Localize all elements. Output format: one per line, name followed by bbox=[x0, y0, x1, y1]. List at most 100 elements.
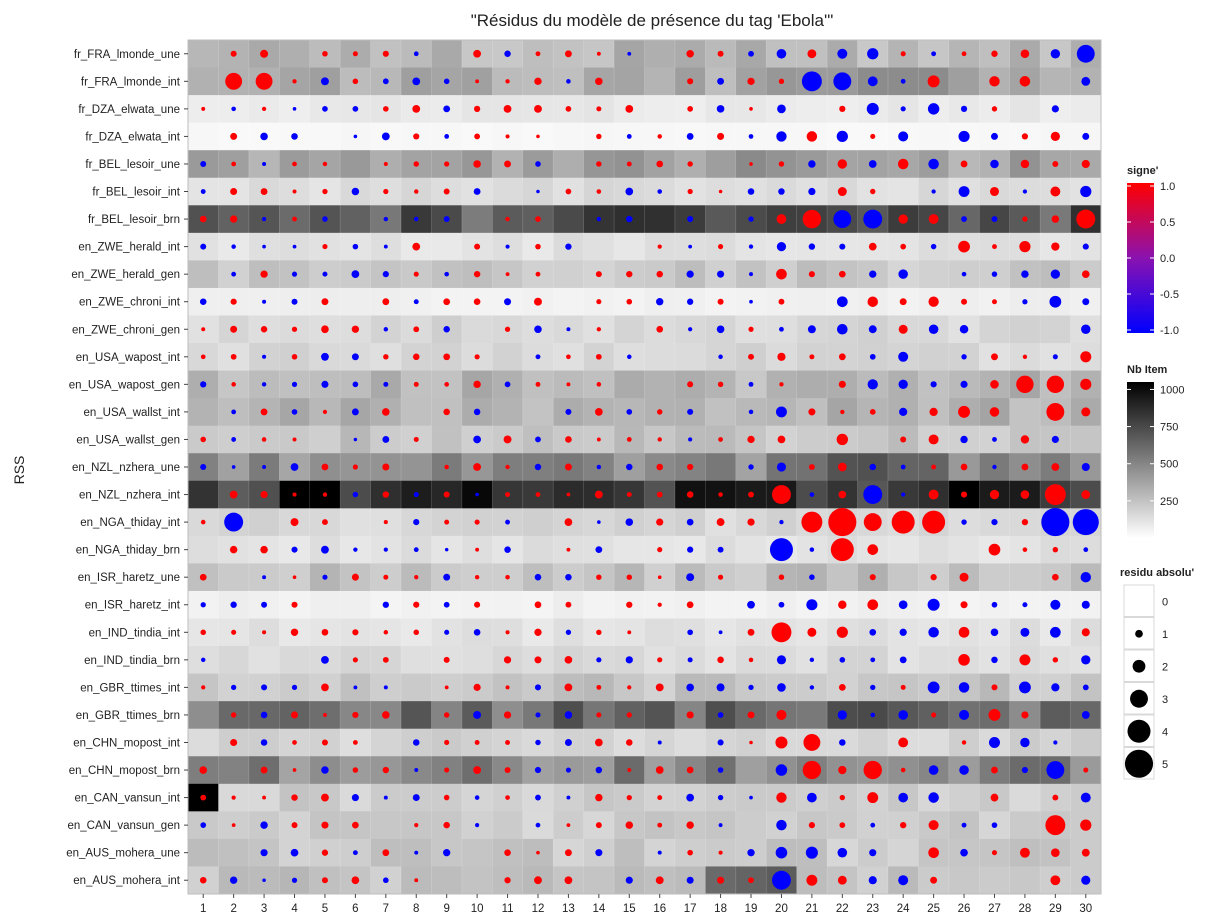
heatmap-cell bbox=[401, 398, 432, 427]
residual-point bbox=[231, 271, 237, 277]
residual-point bbox=[959, 709, 970, 720]
residual-point bbox=[991, 50, 998, 57]
residual-point bbox=[255, 72, 273, 90]
x-tick-label: 13 bbox=[562, 903, 575, 915]
residual-point bbox=[292, 740, 297, 745]
residual-point bbox=[777, 352, 786, 361]
residual-point bbox=[657, 575, 662, 580]
residual-point bbox=[687, 161, 693, 167]
residual-point bbox=[626, 215, 633, 223]
residual-point bbox=[475, 547, 480, 552]
residual-point bbox=[413, 492, 419, 498]
residual-point bbox=[443, 573, 451, 581]
residual-point bbox=[718, 823, 723, 828]
residual-point bbox=[322, 712, 327, 717]
residual-point bbox=[412, 794, 420, 802]
residual-point bbox=[657, 740, 662, 745]
heatmap-cell bbox=[918, 343, 950, 371]
residual-point bbox=[1019, 241, 1031, 253]
x-tick-label: 10 bbox=[471, 903, 484, 915]
y-tick-label: fr_DZA_elwata_une bbox=[78, 104, 180, 116]
heatmap-cell bbox=[401, 646, 432, 675]
residual-point bbox=[564, 656, 573, 664]
residual-point bbox=[261, 216, 267, 222]
residual-point bbox=[717, 574, 724, 580]
residual-point bbox=[444, 685, 449, 690]
x-tick-label: 1 bbox=[200, 903, 206, 915]
residual-point bbox=[383, 327, 389, 332]
residual-point bbox=[837, 323, 848, 335]
residual-point bbox=[776, 462, 787, 472]
residual-point bbox=[473, 270, 481, 278]
residual-point bbox=[960, 463, 968, 471]
residual-point bbox=[991, 822, 998, 828]
y-axis-title: RSS bbox=[11, 456, 27, 485]
residual-point bbox=[749, 795, 753, 800]
heatmap-cell bbox=[979, 563, 1011, 592]
residual-point bbox=[1080, 571, 1091, 583]
residual-point bbox=[505, 272, 510, 277]
residual-point bbox=[748, 216, 754, 222]
residual-point bbox=[1081, 76, 1091, 86]
residual-point bbox=[200, 354, 206, 360]
residual-point bbox=[413, 271, 419, 277]
heatmap-cell bbox=[887, 838, 919, 867]
residual-point bbox=[535, 381, 541, 387]
residual-point bbox=[322, 519, 328, 526]
residual-point bbox=[747, 711, 755, 719]
residual-point bbox=[686, 766, 694, 774]
residual-point bbox=[352, 491, 359, 498]
residual-point bbox=[536, 850, 540, 855]
residual-point bbox=[960, 491, 968, 498]
residual-point bbox=[413, 326, 420, 333]
x-tick-label: 26 bbox=[958, 903, 971, 915]
residual-point bbox=[868, 325, 877, 334]
residual-point bbox=[958, 405, 971, 418]
residual-point bbox=[990, 380, 999, 389]
residual-point bbox=[473, 408, 481, 416]
residual-point bbox=[535, 436, 541, 443]
residual-point bbox=[717, 876, 725, 884]
residual-point bbox=[413, 216, 419, 222]
residual-point bbox=[900, 436, 907, 443]
residual-point bbox=[200, 602, 206, 608]
residual-point bbox=[930, 243, 937, 250]
y-tick-label: en_GBR_ttimes_brn bbox=[76, 710, 180, 722]
residual-point bbox=[1050, 875, 1061, 886]
heatmap-cell bbox=[735, 535, 767, 564]
legend-nb-item: Nb Item 1000 750 500 250 bbox=[1127, 364, 1184, 538]
residual-point bbox=[1020, 435, 1030, 444]
residual-point bbox=[262, 630, 267, 635]
residual-point bbox=[961, 519, 967, 525]
residual-point bbox=[687, 849, 693, 856]
residual-point bbox=[901, 492, 906, 497]
residual-point bbox=[444, 134, 450, 139]
residual-point bbox=[686, 270, 694, 278]
residual-point bbox=[687, 381, 694, 388]
residual-point bbox=[322, 106, 328, 112]
residual-point bbox=[292, 107, 297, 111]
residual-point bbox=[748, 684, 754, 691]
residual-point bbox=[656, 160, 664, 168]
legend-nb-label: 750 bbox=[1160, 422, 1178, 434]
residual-point bbox=[836, 296, 848, 308]
residual-point bbox=[536, 134, 540, 139]
residual-point bbox=[475, 79, 480, 84]
residual-point bbox=[535, 271, 541, 277]
residual-point bbox=[806, 599, 818, 611]
residual-point bbox=[867, 48, 879, 60]
residual-point bbox=[809, 685, 815, 690]
residual-point bbox=[231, 795, 236, 800]
residual-point bbox=[1046, 402, 1065, 421]
residual-point bbox=[443, 849, 451, 857]
residual-point bbox=[565, 408, 572, 415]
residual-point bbox=[1052, 546, 1059, 553]
heatmap-cell bbox=[918, 728, 950, 757]
residual-point bbox=[473, 766, 482, 774]
residual-point bbox=[931, 712, 937, 718]
residual-point bbox=[566, 327, 571, 332]
residual-point bbox=[657, 437, 662, 442]
residual-point bbox=[930, 574, 937, 581]
residual-point bbox=[778, 161, 785, 167]
heatmap-cell bbox=[887, 563, 919, 592]
